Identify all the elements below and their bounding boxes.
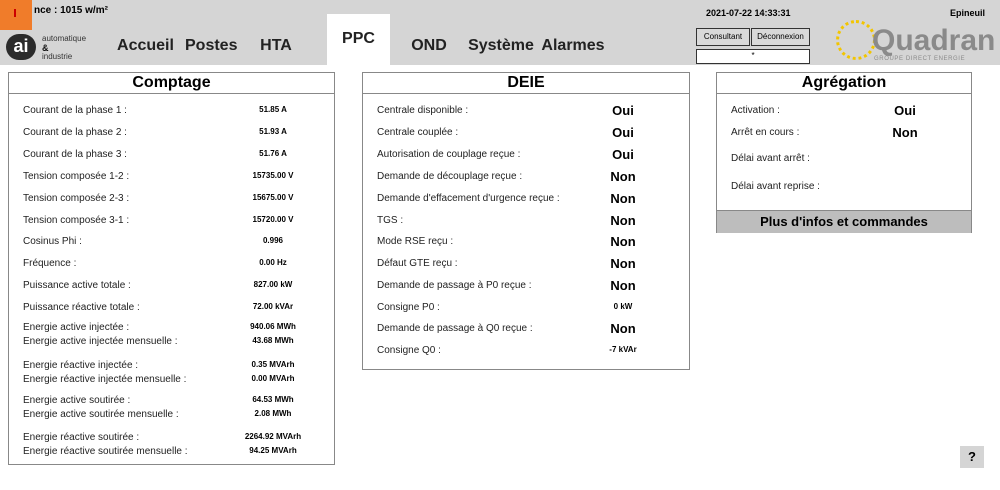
row-label: Energie réactive injectée mensuelle : — [23, 374, 187, 385]
nav-tab[interactable]: OND — [411, 37, 447, 54]
logo-line: industrie — [42, 52, 73, 61]
row-label: Tension composée 2-3 : — [23, 193, 130, 204]
row-value: Non — [610, 191, 636, 206]
row-value: 51.85 A — [259, 105, 287, 114]
logo-line: & — [42, 43, 49, 53]
deie-panel: DEIE Centrale disponible : Oui Centrale cou… — [362, 72, 690, 370]
user-field[interactable]: * — [696, 49, 810, 64]
row-label: Activation : — [731, 105, 780, 116]
nav-tab[interactable]: Accueil — [117, 37, 174, 54]
row-label: Tension composée 3-1 : — [23, 215, 130, 226]
row-value: 51.93 A — [259, 127, 287, 136]
row-label: Demande de passage à Q0 reçue : — [377, 323, 533, 334]
panel-title: DEIE — [363, 73, 689, 94]
nav-tab[interactable]: Système — [468, 37, 534, 54]
row-value: Non — [610, 278, 636, 293]
row-label: Courant de la phase 1 : — [23, 105, 127, 116]
row-value: 2264.92 MVArh — [244, 432, 302, 441]
row-value: Oui — [612, 147, 634, 162]
nav-tab[interactable]: Postes — [185, 37, 238, 54]
role-button[interactable]: Consultant — [696, 28, 750, 46]
row-label: TGS : — [377, 215, 404, 226]
row-value: 940.06 MWh — [250, 322, 296, 331]
row-value: Oui — [612, 125, 634, 140]
row-value: Oui — [612, 103, 634, 118]
brand-name: Quadran — [872, 24, 996, 57]
row-label: Autorisation de couplage reçue : — [377, 149, 521, 160]
row-value: 0.00 MVArh — [251, 374, 295, 383]
row-value: 0.00 Hz — [259, 258, 287, 267]
row-value: Non — [610, 169, 636, 184]
row-value: Non — [610, 321, 636, 336]
row-value: -7 kVAr — [609, 345, 637, 354]
help-button[interactable]: ? — [960, 446, 984, 468]
row-label: Courant de la phase 3 : — [23, 149, 127, 160]
panel-title: Agrégation — [717, 73, 971, 94]
datetime: 2021-07-22 14:33:31 — [706, 8, 791, 18]
logout-button[interactable]: Déconnexion — [751, 28, 810, 46]
row-value: 64.53 MWh — [252, 395, 294, 404]
row-label: Cosinus Phi : — [23, 236, 82, 247]
row-label: Demande de découplage reçue : — [377, 171, 523, 182]
row-value: 2.08 MWh — [254, 409, 292, 418]
row-label: Energie réactive injectée : — [23, 360, 139, 371]
row-label: Energie réactive soutirée mensuelle : — [23, 446, 188, 457]
row-label: Energie active soutirée mensuelle : — [23, 409, 179, 420]
row-value: Non — [610, 256, 636, 271]
row-label: Mode RSE reçu : — [377, 236, 454, 247]
row-label: Délai avant arrêt : — [731, 153, 810, 164]
row-label: Demande d'effacement d'urgence reçue : — [377, 193, 560, 204]
row-label: Centrale couplée : — [377, 127, 459, 138]
row-value: 0.35 MVArh — [251, 360, 295, 369]
row-label: Puissance active totale : — [23, 280, 131, 291]
row-label: Puissance réactive totale : — [23, 302, 140, 313]
row-label: Fréquence : — [23, 258, 77, 269]
row-label: Consigne Q0 : — [377, 345, 441, 356]
row-label: Courant de la phase 2 : — [23, 127, 127, 138]
brand-icon — [836, 20, 876, 60]
row-value: 0 kW — [613, 302, 633, 311]
row-value: 15735.00 V — [252, 171, 294, 180]
row-value: 94.25 MVArh — [249, 446, 297, 455]
logo-mark: ai — [6, 34, 36, 60]
row-label: Energie active soutirée : — [23, 395, 131, 406]
active-tab-bg — [327, 14, 390, 65]
row-label: Consigne P0 : — [377, 302, 440, 313]
row-value: 827.00 kW — [253, 280, 293, 289]
row-label: Tension composée 1-2 : — [23, 171, 130, 182]
row-label: Délai avant reprise : — [731, 181, 820, 192]
nav-tab[interactable]: Alarmes — [541, 37, 605, 54]
row-label: Energie active injectée mensuelle : — [23, 336, 178, 347]
more-button[interactable]: Plus d'infos et commandes — [717, 210, 971, 233]
row-label: Défaut GTE reçu : — [377, 258, 458, 269]
row-label: Demande de passage à P0 reçue : — [377, 280, 532, 291]
agregation-panel: Agrégation Activation : Oui Arrêt en cours … — [716, 72, 972, 233]
site-name: Epineuil — [949, 8, 985, 18]
row-value: 15720.00 V — [252, 215, 294, 224]
row-label: Centrale disponible : — [377, 105, 469, 116]
row-value: 15675.00 V — [252, 193, 294, 202]
row-label: Arrêt en cours : — [731, 127, 800, 138]
brand-tagline: GROUPE DIRECT ENERGIE — [874, 56, 966, 62]
row-value: Non — [610, 213, 636, 228]
row-label: Energie active injectée : — [23, 322, 130, 333]
irradiance: nce : 1015 w/m² — [34, 5, 108, 16]
row-label: Energie réactive soutirée : — [23, 432, 140, 443]
row-value: 0.996 — [262, 236, 284, 245]
row-value: Non — [892, 125, 918, 140]
alert-mark — [14, 9, 16, 17]
panel-title: Comptage — [9, 73, 334, 94]
nav-tab[interactable]: HTA — [260, 37, 292, 54]
comptage-panel: Comptage Courant de la phase 1 : 51.85 A Co… — [8, 72, 335, 465]
nav-tab[interactable]: PPC — [342, 30, 375, 47]
alert-square — [0, 0, 32, 30]
row-value: 51.76 A — [259, 149, 287, 158]
header-bar — [0, 0, 1000, 65]
row-value: 43.68 MWh — [252, 336, 294, 345]
row-value: 72.00 kVAr — [252, 302, 294, 311]
logo-line: automatique — [42, 34, 87, 43]
row-value: Oui — [894, 103, 916, 118]
row-value: Non — [610, 234, 636, 249]
